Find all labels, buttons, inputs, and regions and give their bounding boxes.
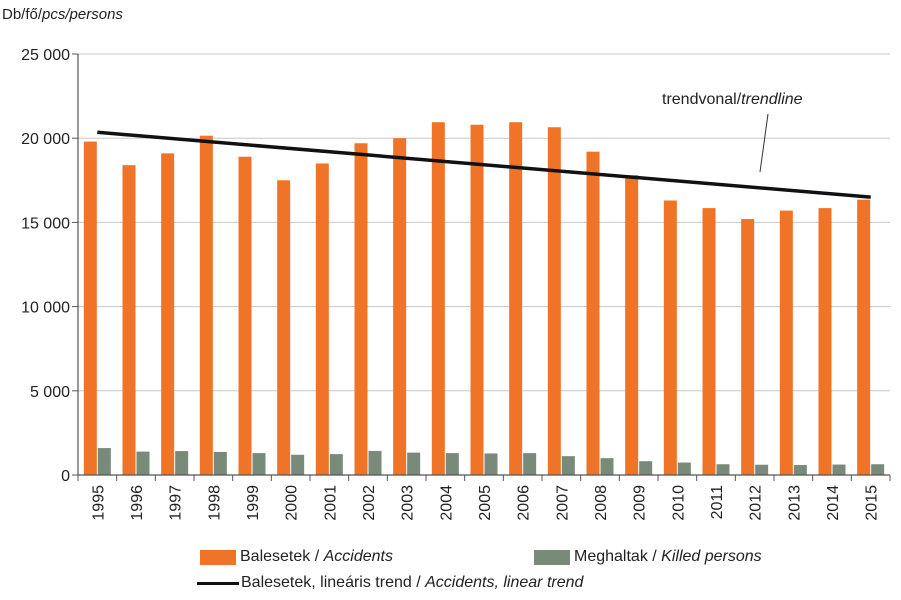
y-tick-label-2: 10 000 — [21, 300, 70, 317]
x-tick-label-2006: 2006 — [516, 485, 533, 521]
x-tick-label-2008: 2008 — [593, 485, 610, 521]
bar-accidents-1996 — [122, 165, 136, 476]
x-tick-label-2015: 2015 — [864, 485, 881, 521]
trendline-annotation-plain: trendvonal/ — [662, 91, 742, 108]
legend-swatch-accidents — [200, 549, 236, 565]
x-tick-label-2001: 2001 — [322, 485, 339, 521]
bar-killed-2003 — [407, 452, 421, 475]
bar-killed-1998 — [213, 451, 227, 475]
trend-layer — [97, 130, 871, 199]
bar-accidents-1999 — [238, 156, 252, 475]
bar-killed-2002 — [368, 450, 382, 475]
bar-accidents-2001 — [315, 163, 329, 475]
bar-accidents-2000 — [277, 180, 291, 476]
x-tick-labels: 1995 1996 1997 1998 1999 2000 2001 2002 2003 2004… — [90, 485, 880, 521]
bar-accidents-2013 — [779, 210, 793, 475]
bar-accidents-2012 — [741, 219, 755, 475]
bar-accidents-2008 — [586, 151, 600, 475]
grid-lines — [78, 53, 890, 392]
bar-accidents-2014 — [818, 208, 832, 475]
y-tick-label-0: 0 — [61, 468, 70, 485]
x-tick-label-1997: 1997 — [168, 485, 185, 521]
bar-accidents-1995 — [83, 141, 97, 475]
trendline-annotation-pointer — [759, 113, 769, 173]
x-tick-label-2009: 2009 — [632, 485, 649, 521]
y-tick-label-4: 20 000 — [21, 131, 70, 148]
legend-item-killed: Meghaltak / Killed persons — [534, 548, 762, 566]
x-tick-label-2000: 2000 — [284, 485, 301, 521]
x-tick-label-1999: 1999 — [245, 485, 262, 521]
bar-killed-2001 — [329, 454, 343, 475]
x-tick-label-2003: 2003 — [400, 485, 417, 521]
x-tick-label-2012: 2012 — [748, 485, 765, 521]
bar-killed-2006 — [523, 453, 537, 475]
bar-accidents-2006 — [509, 122, 523, 476]
bar-accidents-1997 — [161, 153, 175, 475]
legend-swatch-killed — [534, 549, 570, 565]
bar-accidents-2015 — [857, 199, 871, 475]
legend-label-killed-plain: Meghaltak / — [574, 548, 657, 565]
legend-label-trend-italic: Accidents, linear trend — [425, 574, 584, 591]
x-tick-label-2005: 2005 — [477, 485, 494, 521]
bar-accidents-2003 — [393, 138, 407, 475]
x-tick-label-1998: 1998 — [206, 485, 223, 521]
bar-killed-1999 — [252, 453, 266, 475]
bar-killed-1997 — [175, 451, 189, 475]
trend-line — [97, 130, 871, 199]
legend-label-accidents-italic: Accidents — [323, 548, 393, 565]
x-tick-label-2004: 2004 — [438, 485, 455, 521]
bar-accidents-2002 — [354, 143, 368, 475]
legend-item-trend: Balesetek, lineáris trend / Accidents, l… — [197, 574, 583, 592]
trendline-annotation-italic: trendline — [741, 91, 802, 108]
x-tick-label-2011: 2011 — [709, 485, 726, 520]
bar-killed-2004 — [445, 453, 459, 475]
bar-killed-2007 — [561, 456, 575, 475]
bar-killed-2014 — [832, 464, 846, 475]
x-tick-label-2010: 2010 — [670, 485, 687, 521]
x-tick-label-2014: 2014 — [825, 485, 842, 521]
x-tick-label-2007: 2007 — [554, 485, 571, 521]
bar-killed-2010 — [677, 462, 691, 475]
bar-accidents-2010 — [663, 200, 677, 475]
bar-killed-1996 — [136, 451, 150, 475]
y-axis-label: Db/fő/pcs/persons — [2, 6, 123, 23]
y-tick-labels: 0 5 000 10 000 15 000 20 000 25 000 — [21, 47, 70, 485]
killed-series — [97, 448, 885, 475]
legend-swatch-trend — [197, 581, 239, 585]
bar-killed-2008 — [600, 458, 614, 475]
bar-killed-2011 — [716, 464, 730, 475]
x-tick-label-2013: 2013 — [786, 485, 803, 521]
bar-killed-1995 — [97, 448, 111, 475]
y-axis-label-plain: Db/fő/ — [2, 6, 43, 23]
y-tick-label-5: 25 000 — [21, 47, 70, 64]
x-tick-label-1996: 1996 — [129, 485, 146, 521]
x-tick-label-1995: 1995 — [90, 485, 107, 521]
bar-killed-2005 — [484, 453, 498, 475]
bar-accidents-2009 — [625, 175, 639, 476]
bar-killed-2012 — [755, 464, 769, 475]
bar-killed-2000 — [291, 454, 305, 475]
x-tick-label-2002: 2002 — [361, 485, 378, 521]
bar-accidents-2004 — [431, 122, 445, 476]
y-axis-label-italic: pcs/persons — [42, 6, 123, 23]
axes — [72, 53, 891, 481]
legend-label-killed-italic: Killed persons — [661, 548, 762, 565]
bar-accidents-1998 — [199, 135, 213, 475]
legend-label-accidents-plain: Balesetek / — [240, 548, 320, 565]
y-tick-label-3: 15 000 — [21, 215, 70, 232]
bar-killed-2015 — [871, 464, 885, 475]
bar-accidents-2005 — [470, 124, 484, 475]
bar-killed-2013 — [793, 465, 807, 475]
trendline-annotation: trendvonal/trendline — [662, 91, 803, 173]
y-tick-label-1: 5 000 — [30, 384, 70, 401]
bar-killed-2009 — [639, 461, 653, 475]
bar-accidents-2007 — [547, 127, 561, 475]
bar-accidents-2011 — [702, 208, 716, 475]
accidents-series — [83, 122, 871, 476]
trendline-annotation-text: trendvonal/trendline — [662, 91, 803, 108]
legend-item-accidents: Balesetek / Accidents — [200, 548, 393, 566]
legend-label-trend-plain: Balesetek, lineáris trend / — [241, 574, 421, 591]
